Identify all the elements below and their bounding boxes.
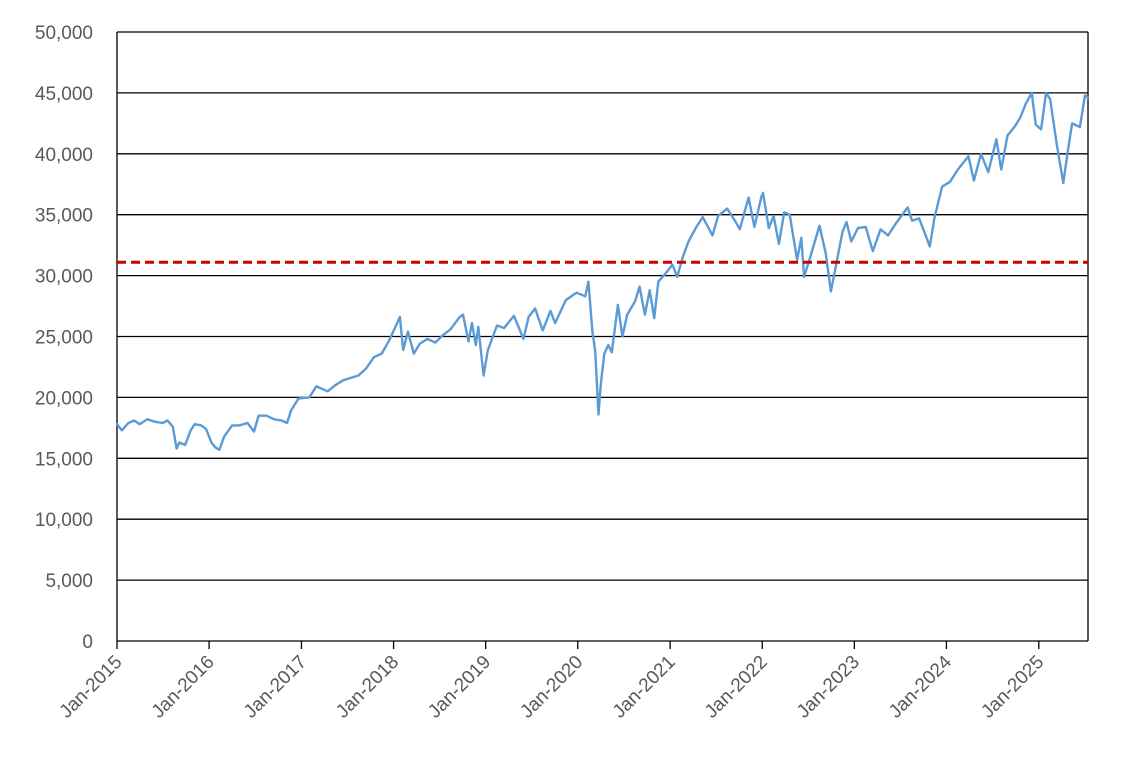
x-tick-label: Jan-2015 [56,652,127,723]
y-tick-label: 40,000 [35,145,93,166]
x-tick-label: Jan-2016 [148,652,219,723]
y-tick-label: 35,000 [35,206,93,227]
x-tick-label: Jan-2018 [332,652,403,723]
y-tick-label: 10,000 [35,510,93,531]
y-tick-label: 25,000 [35,328,93,349]
series-group [115,91,1090,451]
x-tick-label: Jan-2023 [793,652,864,723]
x-tick-label: Jan-2025 [977,652,1048,723]
x-tick-label: Jan-2019 [424,652,495,723]
y-tick-label: 15,000 [35,449,93,470]
x-axis-tick-labels: Jan-2015 Jan-2016 Jan-2017 Jan-2018 Jan-2019… [56,651,1049,722]
x-tick-label: Jan-2017 [240,652,311,723]
y-tick-label: 0 [82,632,93,653]
series-line [115,91,1090,451]
y-tick-label: 5,000 [45,571,93,592]
x-tick-label: Jan-2024 [885,651,956,722]
axes [116,32,1089,649]
y-tick-label: 20,000 [35,388,93,409]
y-tick-label: 30,000 [35,267,93,288]
x-tick-label: Jan-2021 [609,652,680,723]
grid-lines [117,31,1088,581]
y-tick-label: 45,000 [35,84,93,105]
y-axis-tick-labels: 0 5,000 10,000 15,000 20,000 25,000 30,000 35,0… [35,23,93,653]
x-tick-label: Jan-2022 [701,652,772,723]
x-tick-label: Jan-2020 [516,652,587,723]
y-tick-label: 50,000 [35,23,93,44]
